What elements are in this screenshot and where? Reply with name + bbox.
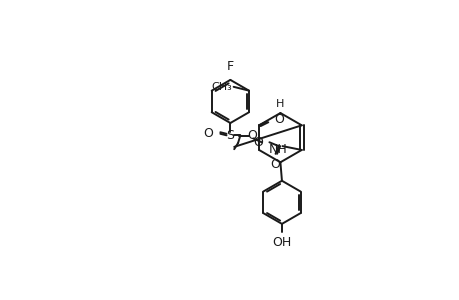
Text: H: H xyxy=(275,99,284,109)
Text: NH: NH xyxy=(269,143,287,157)
Text: CH₃: CH₃ xyxy=(211,82,232,92)
Text: O: O xyxy=(274,113,284,126)
Text: S: S xyxy=(226,129,234,142)
Text: O: O xyxy=(247,129,257,142)
Text: O: O xyxy=(202,127,212,140)
Text: OH: OH xyxy=(272,236,291,249)
Text: F: F xyxy=(226,60,234,73)
Text: O: O xyxy=(269,158,279,171)
Text: O: O xyxy=(253,136,263,149)
